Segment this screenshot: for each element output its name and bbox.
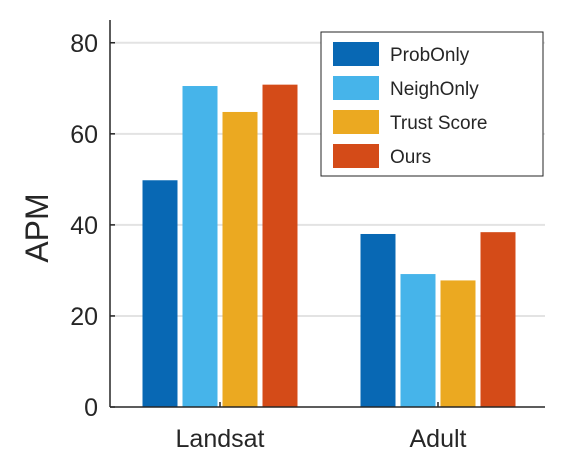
legend-swatch <box>333 144 379 168</box>
bar-probonly-adult <box>360 233 396 407</box>
legend-label: ProbOnly <box>390 45 470 66</box>
legend-swatch <box>333 76 379 100</box>
bar-ours-landsat <box>262 84 298 407</box>
y-tick-label: 0 <box>84 394 98 422</box>
y-tick-label: 40 <box>70 212 98 240</box>
y-axis-label: APM <box>19 193 55 262</box>
bars-layer <box>142 84 516 408</box>
legend-label: Ours <box>390 147 431 168</box>
y-tick-label: 20 <box>70 303 98 331</box>
bar-neighonly-adult <box>400 274 436 407</box>
ticks-layer: 0 20 40 60 80 Landsat Adult <box>70 30 466 453</box>
legend-swatch <box>333 110 379 134</box>
bar-trust-score-landsat <box>222 111 258 407</box>
legend-swatch <box>333 42 379 66</box>
y-tick-label: 60 <box>70 121 98 149</box>
legend: ProbOnly NeighOnly Trust Score Ours <box>320 31 544 177</box>
bar-trust-score-adult <box>440 280 476 407</box>
x-tick-label: Adult <box>410 425 467 453</box>
bar-neighonly-landsat <box>182 86 218 408</box>
axes-layer <box>109 20 545 408</box>
x-tick-label: Landsat <box>176 425 265 453</box>
legend-label: NeighOnly <box>390 79 479 100</box>
legend-label: Trust Score <box>390 113 488 134</box>
bar-probonly-landsat <box>142 180 178 407</box>
y-tick-label: 80 <box>70 30 98 58</box>
bar-ours-adult <box>480 232 516 407</box>
